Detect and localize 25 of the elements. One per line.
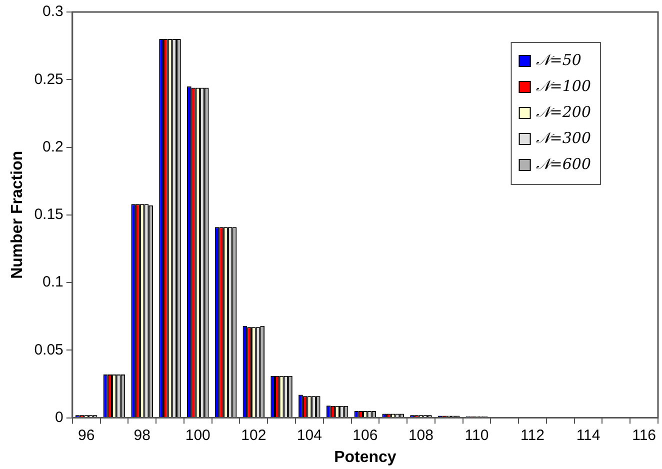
legend-label: 𝒩=600 [536, 154, 592, 173]
legend-label: 𝒩=100 [536, 76, 592, 95]
x-tick-label: 102 [241, 426, 266, 444]
x-tick-label: 110 [464, 426, 489, 444]
x-tick-label: 104 [296, 426, 322, 444]
y-tick-label: 0.15 [34, 206, 64, 224]
y-tick-label: 0.25 [34, 70, 64, 88]
y-tick-label: 0.3 [42, 3, 64, 20]
legend-label: 𝒩=200 [536, 102, 592, 121]
x-tick-label: 112 [520, 426, 544, 444]
y-tick-label: 0.1 [42, 274, 64, 291]
x-tick-label: 116 [632, 426, 656, 444]
x-tick-label: 108 [408, 426, 434, 444]
legend-label: 𝒩=50 [536, 50, 582, 69]
y-tick-label: 0 [55, 408, 64, 426]
y-axis-title: Number Fraction [9, 150, 26, 279]
x-tick-label: 100 [185, 426, 210, 444]
x-tick-label: 106 [352, 426, 378, 444]
y-tick-label: 0.2 [42, 138, 64, 156]
y-tick-label: 0.05 [34, 341, 64, 358]
x-tick-label: 114 [576, 426, 600, 444]
x-tick-label: 96 [78, 426, 95, 444]
x-axis-title: Potency [334, 448, 396, 466]
legend-label: 𝒩=300 [536, 128, 592, 147]
x-tick-label: 98 [134, 426, 150, 444]
